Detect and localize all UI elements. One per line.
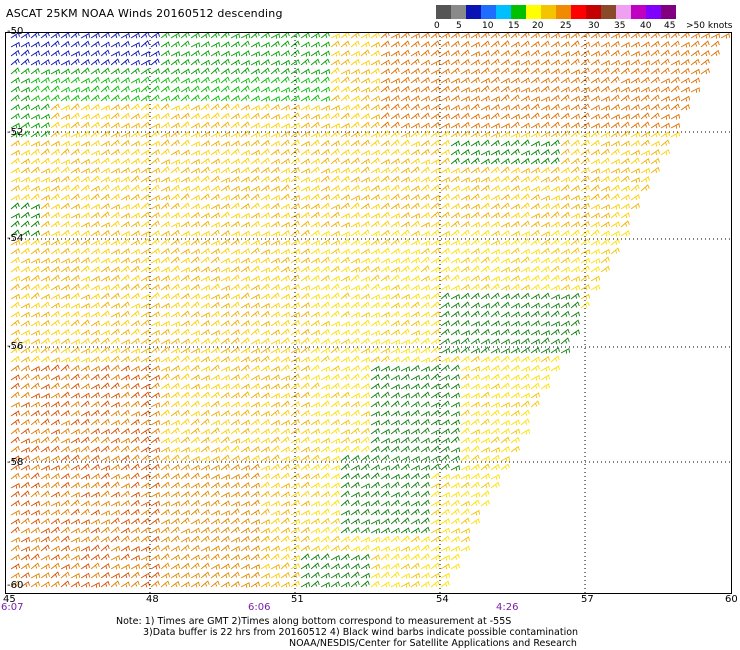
wind-speed-colorbar: 0 5 10 15 20 25 30 35 40 45 >50 knots	[434, 5, 733, 33]
lat-label: -54	[7, 233, 24, 244]
wind-barb-group	[10, 364, 161, 588]
lon-label: 57	[581, 594, 594, 605]
colorbar-labels: 0 5 10 15 20 25 30 35 40 45 >50 knots	[434, 19, 733, 33]
colorbar-swatch	[556, 5, 571, 19]
wind-barb-group	[10, 32, 681, 588]
wind-barb-group	[10, 32, 331, 138]
colorbar-swatch	[496, 5, 511, 19]
wind-barb-group	[30, 76, 331, 102]
colorbar-swatch	[631, 5, 646, 19]
wind-barb-group	[160, 463, 261, 588]
colorbar-swatch	[646, 5, 661, 19]
footnote-line: 3)Data buffer is 22 hrs from 20160512 4)…	[143, 627, 579, 638]
wind-barb-group	[380, 32, 731, 129]
pass-time-label: 6:06	[248, 602, 271, 613]
wind-barb-group	[10, 202, 41, 237]
lon-label: 51	[291, 594, 304, 605]
lat-label: -60	[7, 580, 24, 591]
wind-barb-map	[5, 32, 732, 594]
colorbar-swatch	[466, 5, 481, 19]
lon-label: 48	[146, 594, 159, 605]
colorbar-swatch	[541, 5, 556, 19]
map-title: ASCAT 25KM NOAA Winds 20160512 descendin…	[6, 7, 283, 20]
lat-label: -50	[7, 26, 24, 37]
lat-label: -58	[7, 457, 24, 468]
colorbar-label: >50 knots	[686, 21, 733, 31]
colorbar-label: 20	[532, 21, 544, 31]
colorbar-label: 30	[588, 21, 600, 31]
pass-time-label: 4:26	[496, 602, 519, 613]
wind-barb-group	[310, 229, 630, 588]
colorbar-swatch	[451, 5, 466, 19]
colorbar-swatch	[616, 5, 631, 19]
lat-label: -52	[7, 127, 24, 138]
lon-label: 45	[3, 594, 16, 605]
footnote-line: Note: 1) Times are GMT 2)Times along bot…	[116, 616, 512, 627]
colorbar-label: 0	[434, 21, 440, 31]
colorbar-label: 15	[508, 21, 520, 31]
colorbar-swatch	[571, 5, 586, 19]
colorbar-swatch	[661, 5, 676, 19]
colorbar-swatch	[511, 5, 526, 19]
colorbar-label: 10	[482, 21, 494, 31]
colorbar-label: 5	[456, 21, 462, 31]
colorbar-label: 35	[614, 21, 626, 31]
colorbar-swatch	[436, 5, 451, 19]
lat-label: -56	[7, 341, 24, 352]
colorbar-swatches	[436, 5, 676, 19]
wind-barbs	[10, 32, 731, 588]
colorbar-swatch	[601, 5, 616, 19]
colorbar-swatch	[526, 5, 541, 19]
wind-barb-group	[10, 32, 160, 66]
colorbar-label: 40	[640, 21, 652, 31]
lon-label: 54	[436, 594, 449, 605]
wind-barb-group	[300, 292, 580, 588]
colorbar-label: 45	[664, 21, 676, 31]
plot-frame	[5, 32, 732, 594]
colorbar-swatch	[586, 5, 601, 19]
footnote-line: NOAA/NESDIS/Center for Satellite Applica…	[289, 638, 577, 649]
colorbar-label: 25	[560, 21, 572, 31]
lon-label: 60	[725, 594, 738, 605]
wind-barb-group	[450, 139, 560, 165]
pass-time-label: 6:07	[1, 602, 24, 613]
wind-barb-group	[10, 364, 161, 588]
colorbar-swatch	[481, 5, 496, 19]
wind-barb-group	[310, 229, 620, 588]
lat-lon-grid	[5, 32, 732, 594]
